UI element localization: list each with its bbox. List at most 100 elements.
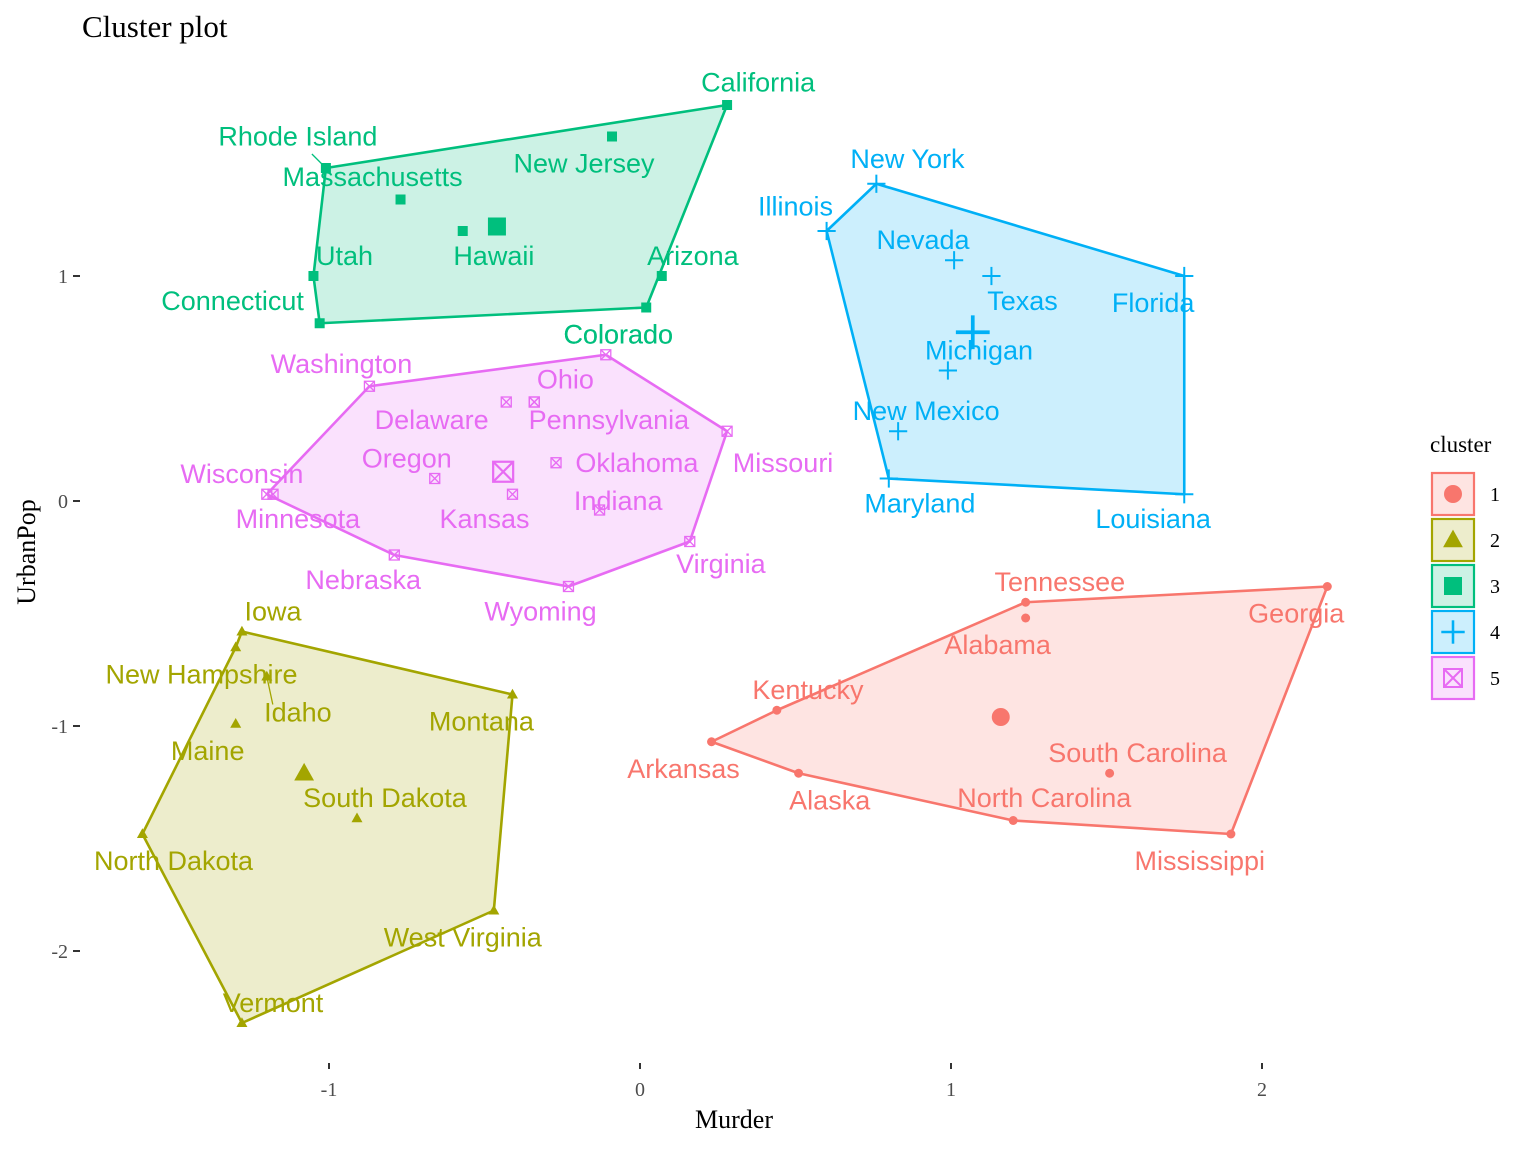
x-tick-label: 2 <box>1257 1079 1267 1101</box>
point-minnesota-5 <box>261 488 273 500</box>
point-illinois-4 <box>817 221 836 241</box>
legend-label-4: 4 <box>1490 622 1500 644</box>
point-colorado-5 <box>600 349 612 361</box>
legend-marker-3 <box>1444 577 1462 595</box>
label-utah: Utah <box>316 241 373 271</box>
label-new-jersey: New Jersey <box>513 149 655 179</box>
label-hawaii: Hawaii <box>453 241 534 271</box>
point-connecticut-3 <box>314 318 325 329</box>
label-missouri: Missouri <box>733 448 834 478</box>
label-maryland: Maryland <box>864 488 975 518</box>
cluster-centers <box>294 217 1010 781</box>
point-maine-2 <box>230 718 242 728</box>
point-washington-5 <box>363 380 376 392</box>
point-pennsylvania-5 <box>528 396 540 408</box>
point-florida-4 <box>1175 266 1194 286</box>
label-wisconsin: Wisconsin <box>180 459 303 489</box>
point-new-hampshire-2 <box>230 641 242 652</box>
legend-marker-5 <box>1443 668 1463 688</box>
label-vermont: Vermont <box>223 988 324 1018</box>
label-connecticut: Connecticut <box>161 286 304 316</box>
label-washington: Washington <box>271 349 413 379</box>
label-massachusetts: Massachusetts <box>283 162 463 192</box>
y-tick-label: -2 <box>51 941 68 963</box>
cluster-hulls <box>141 103 1329 1025</box>
point-new-mexico-4 <box>889 422 908 441</box>
y-tick-label: 0 <box>58 491 68 513</box>
point-hawaii-3 <box>457 226 468 236</box>
hull-cluster-1 <box>710 585 1329 836</box>
label-oregon: Oregon <box>362 443 452 473</box>
x-tick-label: -1 <box>321 1079 338 1101</box>
legend-label-1: 1 <box>1490 484 1500 506</box>
label-oklahoma: Oklahoma <box>575 448 699 478</box>
leader-idaho <box>266 676 274 705</box>
point-iowa-2 <box>236 625 248 636</box>
center-cluster-1 <box>991 708 1010 726</box>
point-michigan-4 <box>938 361 957 380</box>
label-north-carolina: North Carolina <box>957 783 1132 813</box>
point-indiana-5 <box>593 504 606 516</box>
label-new-mexico: New Mexico <box>853 396 1000 426</box>
legend-marker-4 <box>1441 620 1465 644</box>
label-west-virginia: West Virginia <box>384 923 543 953</box>
point-california-3 <box>722 100 733 110</box>
center-cluster-3 <box>487 217 506 236</box>
point-kansas-5 <box>506 488 519 500</box>
label-arkansas: Arkansas <box>627 754 740 784</box>
legend-marker-1 <box>1444 485 1462 503</box>
point-wyoming-5 <box>562 580 575 593</box>
y-axis: -2 -1 0 1 <box>51 266 80 963</box>
label-iowa: Iowa <box>244 596 302 626</box>
y-axis-title: UrbanPop <box>12 499 41 604</box>
label-nebraska: Nebraska <box>305 565 422 595</box>
point-ohio-5 <box>500 396 512 408</box>
y-tick-label: -1 <box>51 716 68 738</box>
hull-cluster-4 <box>825 182 1186 496</box>
label-new-hampshire: New Hampshire <box>105 659 297 689</box>
label-michigan: Michigan <box>925 335 1033 365</box>
point-west-virginia-2 <box>488 904 500 915</box>
point-nevada-4 <box>945 251 964 270</box>
y-tick-label: 1 <box>58 266 68 288</box>
legend-marker-2 <box>1443 529 1463 548</box>
label-idaho: Idaho <box>264 698 332 728</box>
point-arkansas-1 <box>707 737 717 747</box>
label-colorado-cluster-3: Colorado <box>563 320 673 350</box>
label-pennsylvania: Pennsylvania <box>529 405 691 435</box>
label-alaska: Alaska <box>789 785 871 815</box>
label-south-dakota: South Dakota <box>303 783 468 813</box>
point-missouri-5 <box>721 425 733 437</box>
data-points <box>136 100 1332 1027</box>
center-cluster-2 <box>294 762 315 781</box>
x-axis: -1 0 1 2 <box>321 1063 1267 1101</box>
label-nevada: Nevada <box>876 225 970 255</box>
point-montana-2 <box>506 688 518 699</box>
point-north-dakota-2 <box>136 828 148 838</box>
point-oregon-5 <box>429 472 441 485</box>
label-rhode-island: Rhode Island <box>218 122 377 152</box>
point-kentucky-1 <box>772 705 782 715</box>
label-georgia: Georgia <box>1248 599 1345 629</box>
leader-rhode-island <box>311 153 327 169</box>
legend-label-2: 2 <box>1490 530 1500 552</box>
point-idaho-2 <box>261 670 273 681</box>
point-louisiana-4 <box>1175 485 1194 504</box>
hull-cluster-5 <box>265 353 729 588</box>
label-illinois: Illinois <box>758 191 833 221</box>
label-maine: Maine <box>171 736 245 766</box>
point-maryland-4 <box>879 469 898 488</box>
label-north-dakota: North Dakota <box>94 846 254 876</box>
point-alaska-1 <box>794 768 804 778</box>
point-nebraska-5 <box>388 549 400 561</box>
label-tennessee: Tennessee <box>995 567 1126 597</box>
center-cluster-5 <box>492 460 515 483</box>
point-colorado-3 <box>641 302 652 313</box>
point-arizona-3 <box>656 271 667 281</box>
point-georgia-1 <box>1322 582 1332 591</box>
label-minnesota: Minnesota <box>236 504 362 534</box>
label-texas: Texas <box>987 286 1058 316</box>
label-new-york: New York <box>850 144 965 174</box>
point-oklahoma-5 <box>550 457 562 469</box>
